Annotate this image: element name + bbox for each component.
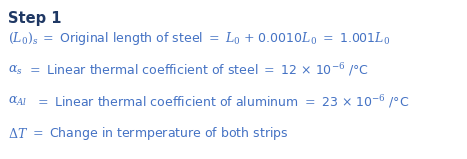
Text: $= $ Change in termperature of both strips: $= $ Change in termperature of both stri… (30, 125, 289, 142)
Text: Step 1: Step 1 (8, 11, 62, 26)
Text: $\alpha_{Al}$: $\alpha_{Al}$ (8, 95, 28, 108)
Text: $= $ Linear thermal coefficient of steel $= $ 12 $\times$ 10$^{-6}$ /°C: $= $ Linear thermal coefficient of steel… (27, 62, 369, 78)
Text: $= $ Linear thermal coefficient of aluminum $= $ 23 $\times$ 10$^{-6}$ /°C: $= $ Linear thermal coefficient of alumi… (35, 93, 410, 110)
Text: $= $ Original length of steel $= $ $L_0$ $+$ 0.0010$L_0$ $= $ 1.001$L_0$: $= $ Original length of steel $= $ $L_0$… (40, 30, 390, 47)
Text: $\alpha_s$: $\alpha_s$ (8, 63, 23, 76)
Text: $\Delta T$: $\Delta T$ (8, 127, 28, 141)
Text: $(L_0)_s$: $(L_0)_s$ (8, 31, 39, 46)
